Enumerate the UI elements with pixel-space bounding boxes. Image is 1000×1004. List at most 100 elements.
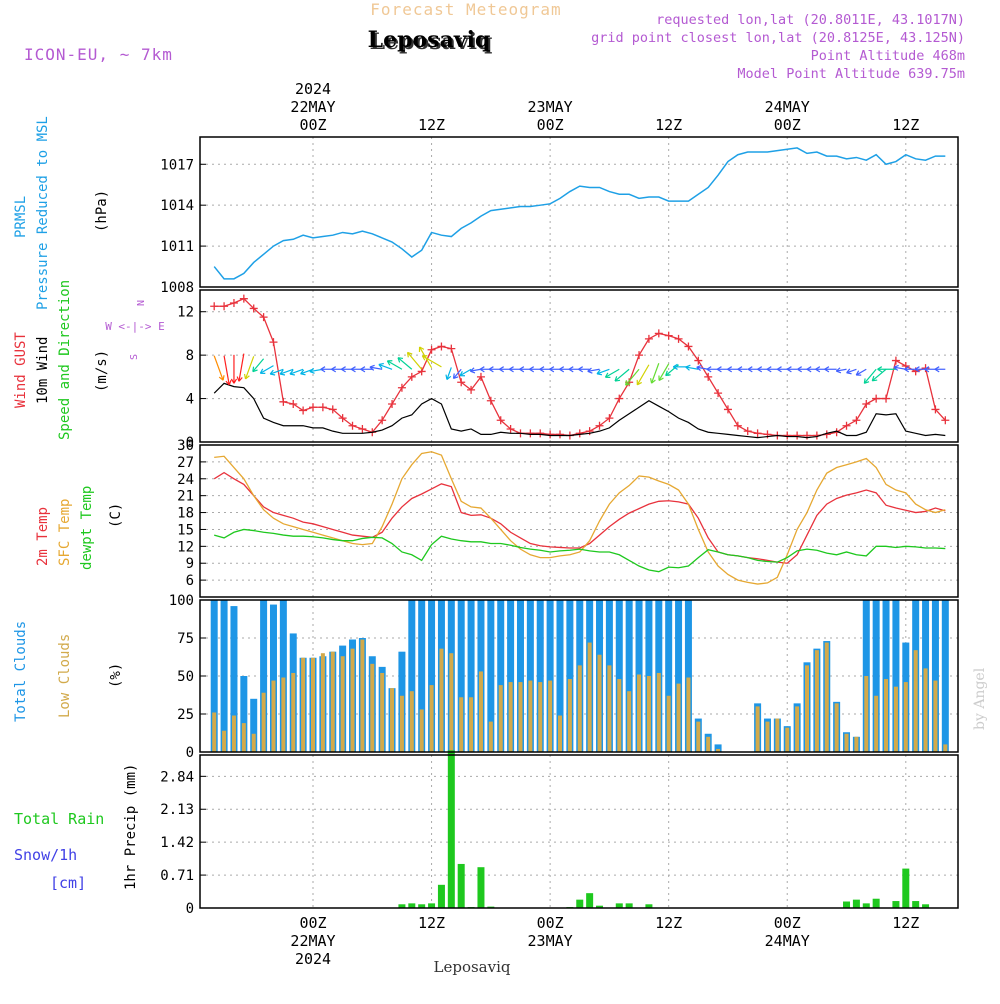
precip-bar (418, 904, 426, 908)
wind-arrow-head (596, 369, 603, 376)
low-cloud-bar (824, 642, 829, 752)
low-cloud-bar (488, 721, 493, 752)
wind-direction-arrow (252, 358, 265, 373)
gust-point (536, 429, 545, 438)
y-tick-label: 1014 (160, 198, 194, 214)
wind-direction-arrow (614, 368, 630, 382)
wind-arrow-head (587, 367, 593, 374)
wind-arrow-head (252, 366, 258, 373)
y-tick-label: 0 (186, 901, 194, 917)
y-tick-label: 21 (177, 489, 194, 505)
y-tick-label: 0 (186, 745, 194, 761)
wind-direction-arrow (397, 357, 413, 370)
gust-point (803, 431, 811, 440)
wind-arrow-head (846, 368, 852, 375)
wind-arrow-head (469, 367, 476, 374)
t2m-label: 2m Temp (35, 507, 51, 566)
panel-frame-precip (199, 754, 959, 909)
gust-point (506, 424, 515, 433)
gust-point (595, 421, 604, 430)
precip-bar (912, 901, 920, 908)
wind-unit: (m/s) (94, 350, 110, 392)
y-tick-label: 100 (169, 593, 194, 609)
low-cloud-bar (281, 677, 286, 752)
gust-point (476, 372, 485, 381)
wind-arrow-head (835, 367, 842, 374)
gust-label: Wind GUST (13, 332, 29, 408)
wind-direction-arrow (369, 366, 383, 370)
gust-point (328, 405, 337, 414)
low-cloud-bar (617, 679, 622, 752)
total-cloud-bar (931, 600, 939, 752)
gust-point (931, 405, 940, 414)
low-cloud-bar (350, 648, 355, 752)
y-tick-label: 2.13 (160, 802, 194, 818)
pressure-series-line (213, 147, 946, 280)
gust-point (635, 351, 644, 360)
wind-arrow-head (236, 376, 243, 382)
gust-point (674, 334, 683, 343)
clouds-unit: (%) (108, 663, 124, 688)
gust-point (467, 385, 476, 394)
wind-arrow-head (815, 366, 821, 373)
wind-arrow-head (614, 376, 621, 382)
wind10-series-line (213, 382, 946, 439)
gust-point (723, 405, 732, 414)
wind-direction-arrow (636, 364, 650, 386)
gust-point (299, 406, 308, 415)
point-altitude: Point Altitude 468m (811, 48, 965, 64)
total-rain-label: Total Rain (14, 810, 104, 828)
wind-arrow-head (650, 378, 656, 384)
gust-point (210, 302, 219, 311)
time-label-top: 24MAY (765, 98, 810, 116)
low-cloud-bar (913, 650, 918, 752)
gust-point (388, 400, 397, 408)
precip-bar (902, 868, 910, 908)
wind-direction-arrow (836, 368, 847, 372)
time-label-top: 00Z (537, 116, 564, 134)
y-tick-label: 1008 (160, 280, 194, 296)
total-cloud-bar (556, 600, 564, 752)
y-tick-label: 1011 (160, 239, 194, 255)
station-title-shadow: Leposaviq (368, 27, 491, 53)
wind-direction-arrow (289, 368, 304, 375)
wind-arrow-head (519, 366, 525, 373)
wind-arrow-head (863, 378, 870, 384)
wind-arrow-head (578, 366, 584, 373)
snow-label: Snow/1h (14, 846, 77, 864)
precip-bar (872, 898, 880, 908)
low-cloud-bar (696, 721, 701, 752)
y-tick-label: 0 (186, 435, 194, 451)
precip-bar (862, 903, 870, 908)
wind-direction-arrow (650, 363, 660, 384)
low-cloud-bar (814, 650, 819, 752)
wind-arrow-head (459, 370, 466, 377)
gust-point (852, 416, 861, 425)
total-cloud-bar (882, 600, 890, 752)
wind-arrow-head (696, 364, 702, 371)
gust-point (447, 344, 456, 353)
total-cloud-bar (240, 676, 248, 752)
wind-arrow-head (924, 366, 930, 373)
gust-point (397, 383, 406, 392)
wind-direction-arrow (863, 368, 877, 384)
wind-arrow-head (685, 364, 691, 371)
low-cloud-bar (469, 697, 474, 752)
y-tick-label: 1.42 (160, 835, 194, 851)
gust-point (793, 431, 802, 440)
panel-frame-pressure (199, 136, 959, 288)
y-tick-label: 12 (177, 305, 194, 321)
gust-point (615, 394, 624, 403)
total-cloud-bar (250, 698, 258, 752)
time-label-bottom: 12Z (655, 914, 682, 932)
gust-point (338, 414, 347, 423)
prmsl-label: PRMSL (13, 196, 29, 238)
total-cloud-bar (675, 600, 683, 752)
wind-arrow-head (360, 366, 366, 373)
wind-arrow-head (776, 366, 782, 373)
compass-n: N (134, 300, 145, 306)
total-cloud-bar (497, 600, 505, 752)
low-cloud-bar (538, 682, 543, 752)
time-label-top: 2024 (295, 80, 331, 98)
wind-direction-arrow (260, 365, 274, 374)
